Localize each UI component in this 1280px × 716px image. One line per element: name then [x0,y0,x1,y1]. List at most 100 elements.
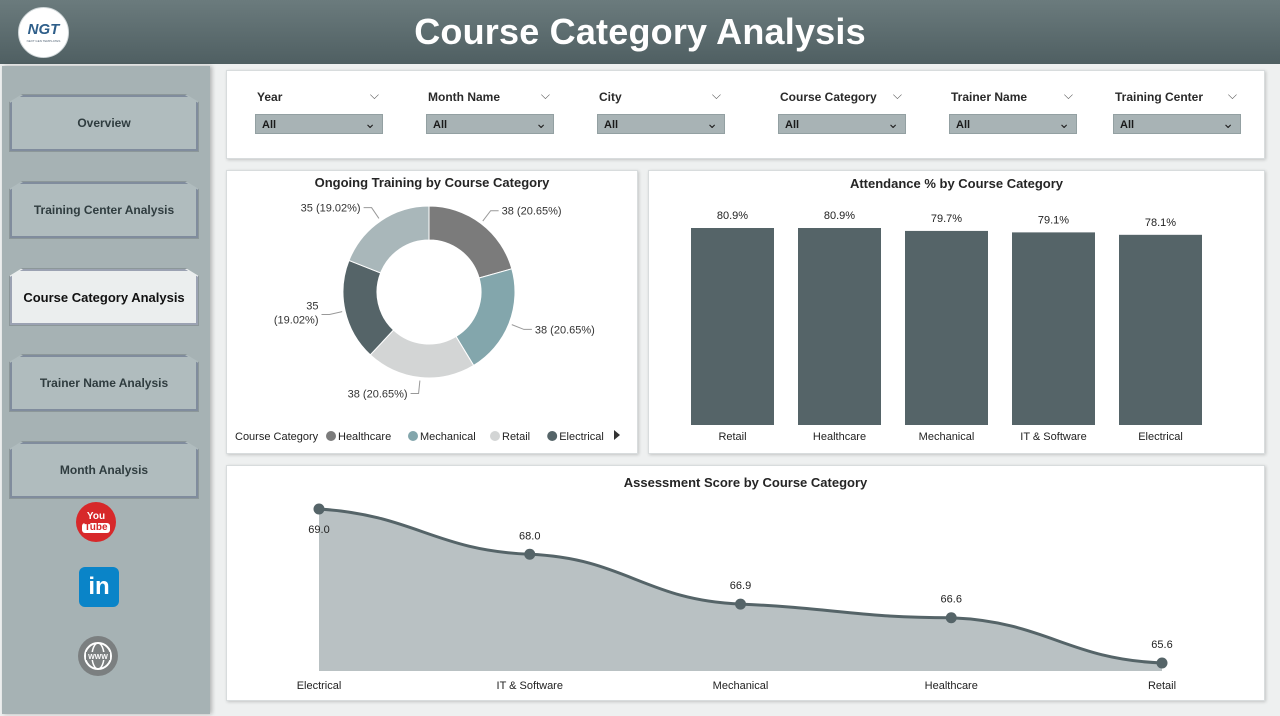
attendance-bar[interactable] [1012,232,1095,425]
legend-marker [490,431,500,441]
donut-data-label: 38 (20.65%) [348,388,408,400]
bar-chart: 80.9% Retail 80.9% Healthcare 79.7% Mechanica… [691,210,1202,443]
area-category-label: Healthcare [925,680,978,692]
donut-data-label: (19.02%) [274,314,319,326]
area-point[interactable] [524,548,536,560]
filter-city-label: City [599,90,622,104]
sidebar: Overview Training Center Analysis Course… [2,66,210,714]
bar-category-label: Retail [718,431,746,443]
page-title: Course Category Analysis [414,11,866,52]
legend-marker [326,431,336,441]
legend-item[interactable]: Electrical [559,431,604,443]
area-chart-title: Assessment Score by Course Category [623,475,868,490]
area-point[interactable] [735,598,746,610]
chevron-down-icon[interactable]: ⌄ [364,115,376,131]
youtube-icon-text: You [86,510,106,522]
area-point[interactable] [1156,657,1168,669]
chevron-down-icon[interactable]: ⌄ [1222,115,1234,131]
nav-overview-button[interactable]: Overview [9,94,199,152]
legend-item[interactable]: Retail [502,431,530,443]
nav-month-button[interactable]: Month Analysis [9,441,199,499]
chevron-down-icon[interactable]: ⌵ [369,88,379,102]
attendance-bar[interactable] [691,228,774,425]
page-header: NGT NEXT GEN TEMPLATES Course Category A… [0,0,1280,64]
chevron-down-icon[interactable]: ⌄ [535,115,547,131]
legend-marker [408,431,418,441]
filter-trainer-name-value: All [956,119,971,131]
globe-icon[interactable]: WWW [78,636,118,676]
svg-text:WWW: WWW [88,654,108,661]
youtube-icon[interactable]: You Tube [76,502,116,542]
legend-item[interactable]: Mechanical [420,431,476,443]
company-logo: NGT NEXT GEN TEMPLATES [18,7,69,58]
nav-training-center-button[interactable]: Training Center Analysis [9,181,199,239]
donut-leader-line [321,311,343,315]
bar-data-label: 79.7% [931,213,962,225]
chevron-down-icon[interactable]: ⌵ [540,88,550,102]
donut-data-label: 35 (19.02%) [301,203,361,215]
bar-category-label: Mechanical [919,431,975,443]
donut-leader-line [410,380,421,394]
donut-leader-line [511,324,532,330]
filter-course-category-label: Course Category [780,90,877,104]
filter-month-select[interactable]: All ⌄ [426,114,554,134]
area-data-label: 68.0 [519,530,540,542]
chevron-down-icon[interactable]: ⌵ [711,88,721,102]
legend-next-arrow-icon[interactable] [614,430,620,440]
bar-chart-title: Attendance % by Course Category [849,176,1064,191]
filter-course-category-select[interactable]: All ⌄ [778,114,906,134]
attendance-bar[interactable] [798,228,881,425]
bar-data-label: 80.9% [824,210,855,222]
area-category-label: Electrical [297,680,342,692]
chevron-down-icon[interactable]: ⌄ [1058,115,1070,131]
chevron-down-icon[interactable]: ⌵ [1227,88,1237,102]
filters-panel: Year ⌵ All ⌄ Month Name ⌵ All ⌄ City ⌵ A… [226,70,1265,159]
donut-slice[interactable] [348,205,430,274]
area-category-label: Retail [1148,680,1176,692]
chevron-down-icon[interactable]: ⌄ [706,115,718,131]
nav-trainer-name-button[interactable]: Trainer Name Analysis [9,354,199,412]
legend-item[interactable]: Healthcare [338,431,391,443]
bar-data-label: 79.1% [1038,214,1069,226]
area-data-label: 66.6 [941,594,962,606]
attendance-bar[interactable] [1119,234,1202,425]
linkedin-icon-text: in [88,573,110,600]
area-fill [319,509,1162,671]
donut-leader-line [363,207,380,219]
filter-training-center-label: Training Center [1115,90,1204,104]
bar-data-label: 80.9% [717,210,748,222]
attendance-bar[interactable] [905,230,988,425]
area-point[interactable] [945,612,957,624]
assessment-card: Assessment Score by Course Category 69.0… [226,465,1265,701]
attendance-card: Attendance % by Course Category 80.9% Ret… [648,170,1265,454]
filter-training-center-select[interactable]: All ⌄ [1113,114,1241,134]
chevron-down-icon[interactable]: ⌵ [1063,88,1073,102]
globe-icon-graphic: WWW [84,642,112,670]
donut-data-label: 38 (20.65%) [535,324,595,336]
chevron-down-icon[interactable]: ⌵ [892,88,902,102]
filter-city-value: All [604,119,619,131]
area-category-label: Mechanical [713,680,769,692]
area-point[interactable] [313,503,325,515]
filter-year-select[interactable]: All ⌄ [255,114,383,134]
logo-subtext: NEXT GEN TEMPLATES [26,39,61,43]
filter-course-category-value: All [785,119,800,131]
nav-course-category-button[interactable]: Course Category Analysis [9,268,199,326]
linkedin-icon[interactable]: in [79,567,119,607]
filter-trainer-name-select[interactable]: All ⌄ [949,114,1077,134]
filter-year-label: Year [257,90,283,104]
youtube-icon-text-2: Tube [82,521,110,533]
area-data-label: 65.6 [1151,639,1172,651]
filter-month-value: All [433,119,448,131]
donut-leader-line [482,210,499,222]
area-chart: 69.0 Electrical 68.0 IT & Software 66.9 Mecha… [297,503,1176,692]
logo-text: NGT [27,21,60,38]
chevron-down-icon[interactable]: ⌄ [887,115,899,131]
donut-slice[interactable] [428,205,513,279]
area-data-label: 69.0 [308,524,329,536]
filter-city-select[interactable]: All ⌄ [597,114,725,134]
bar-category-label: IT & Software [1020,431,1086,443]
filter-month-label: Month Name [428,90,500,104]
donut-data-label: 35 [306,300,318,312]
bar-category-label: Electrical [1138,431,1183,443]
